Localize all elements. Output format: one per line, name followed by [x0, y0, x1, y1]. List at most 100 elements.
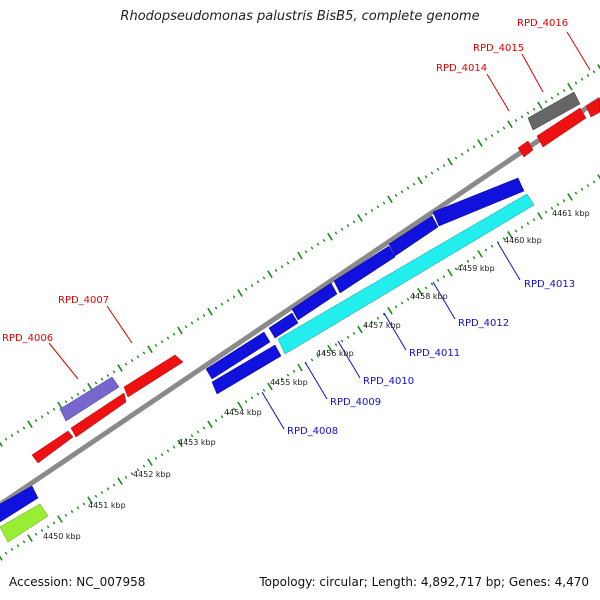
tick-mark — [136, 355, 140, 359]
tick-mark — [424, 175, 428, 179]
tick-mark — [226, 411, 230, 415]
tick-mark — [214, 306, 218, 310]
gene-rpd-4015[interactable] — [536, 107, 587, 148]
tick-mark — [10, 434, 14, 437]
tick-mark — [562, 89, 566, 92]
tick-mark — [124, 362, 128, 366]
kbp-label-4454: 4454 kbp — [224, 408, 262, 417]
tick-mark — [160, 453, 164, 457]
tick-mark — [274, 269, 278, 272]
tick-mark — [544, 100, 548, 104]
tick-mark — [244, 287, 248, 291]
label-rpd-4007: RPD_4007 — [58, 295, 133, 344]
tick-mark — [574, 81, 578, 85]
tick-mark — [592, 180, 596, 184]
tick-mark — [267, 382, 273, 391]
tick-mark — [232, 295, 236, 299]
tick-mark — [70, 396, 74, 400]
label-rpd-4009: RPD_4009 — [304, 361, 381, 408]
map-title: Rhodopseudomonas palustris BisB5, comple… — [120, 9, 480, 24]
tick-mark — [460, 152, 464, 156]
gene-rpd-4016-gray[interactable] — [527, 91, 581, 131]
tick-mark — [250, 284, 254, 287]
gene-red-right[interactable] — [585, 97, 600, 118]
tick-mark — [184, 438, 188, 441]
accession-text: Accession: NC_007958 — [9, 575, 146, 589]
gene-purple[interactable] — [59, 376, 120, 422]
genome-backbone — [0, 96, 600, 508]
gene-rpd-4006[interactable] — [31, 430, 74, 464]
gene-rpd-4010[interactable] — [268, 312, 299, 339]
gene-green[interactable] — [0, 503, 49, 543]
tick-mark — [292, 369, 296, 373]
tick-mark — [100, 377, 104, 381]
tick-mark — [430, 282, 434, 286]
gene-rpd-4013[interactable] — [432, 177, 525, 227]
gene-rpd-4007-b[interactable] — [123, 354, 184, 398]
tick-mark — [220, 415, 224, 419]
tick-mark — [406, 297, 410, 301]
tick-mark — [130, 472, 134, 476]
tick-mark — [586, 74, 590, 77]
gene-rpd-4011[interactable] — [291, 282, 338, 321]
kbp-label-4459: 4459 kbp — [457, 264, 495, 273]
tick-mark — [567, 82, 573, 91]
tick-mark — [382, 312, 386, 316]
tick-mark — [394, 305, 398, 309]
tick-mark — [387, 306, 393, 315]
tick-mark — [454, 156, 458, 160]
tick-mark — [94, 494, 98, 498]
gene-blue-left[interactable] — [0, 485, 39, 523]
tick-mark — [556, 203, 560, 207]
tick-mark — [142, 351, 146, 355]
tick-mark — [112, 483, 116, 487]
tick-mark — [172, 445, 176, 449]
tick-mark — [70, 510, 74, 513]
tick-mark — [310, 358, 314, 362]
tick-mark — [406, 186, 410, 190]
svg-text:RPD_4009: RPD_4009 — [330, 397, 381, 408]
tick-mark — [574, 191, 578, 195]
tick-mark — [412, 182, 416, 186]
tick-mark — [27, 420, 33, 429]
gene-rpd-4012[interactable] — [333, 245, 396, 294]
inner-tick-ring — [0, 174, 600, 561]
tick-mark — [184, 325, 188, 329]
tick-mark — [154, 456, 158, 460]
tick-mark — [477, 139, 483, 147]
tick-mark — [304, 250, 308, 254]
gene-rpd-4008[interactable] — [211, 344, 282, 395]
tick-mark — [322, 350, 326, 354]
gene-blue-mid[interactable] — [388, 215, 439, 257]
tick-mark — [292, 257, 296, 261]
kbp-label-4458: 4458 kbp — [410, 292, 448, 301]
tick-mark — [76, 392, 80, 396]
tick-mark — [297, 363, 303, 372]
gene-rpd-4007-a[interactable] — [70, 392, 127, 438]
tick-mark — [316, 242, 320, 246]
tick-mark — [502, 126, 506, 130]
label-rpd-4014: RPD_4014 — [436, 63, 510, 112]
tick-mark — [327, 232, 333, 241]
gene-cyan[interactable] — [277, 193, 535, 355]
tick-mark — [94, 381, 98, 385]
gene-rpd-4014[interactable] — [517, 140, 534, 158]
kbp-label-4457: 4457 kbp — [363, 321, 401, 330]
tick-mark — [100, 491, 104, 495]
tick-mark — [286, 261, 290, 265]
tick-mark — [160, 340, 164, 344]
tick-mark — [147, 345, 153, 354]
tick-mark — [232, 407, 236, 411]
genome-stats-text: Topology: circular; Length: 4,892,717 bp… — [259, 575, 589, 589]
tick-mark — [22, 426, 26, 430]
gene-rpd-4009[interactable] — [205, 331, 271, 380]
svg-text:RPD_4008: RPD_4008 — [287, 426, 338, 437]
tick-mark — [436, 167, 440, 171]
tick-mark — [537, 212, 543, 220]
kbp-label-4461: 4461 kbp — [552, 209, 590, 218]
tick-mark — [177, 326, 183, 335]
tick-mark — [537, 101, 543, 110]
tick-mark — [507, 120, 513, 129]
tick-mark — [592, 70, 596, 74]
